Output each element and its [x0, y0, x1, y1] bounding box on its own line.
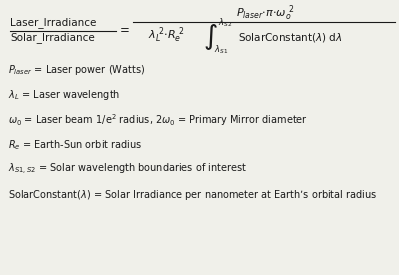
- Text: =: =: [120, 24, 130, 37]
- Text: $P_{laser}{\cdot}\pi{\cdot}\omega_o^{\ 2}$: $P_{laser}{\cdot}\pi{\cdot}\omega_o^{\ 2…: [236, 3, 294, 23]
- Text: Laser_Irradiance: Laser_Irradiance: [10, 18, 97, 28]
- Text: SolarConstant($\lambda$) d$\lambda$: SolarConstant($\lambda$) d$\lambda$: [238, 31, 342, 43]
- Text: $\lambda_{S1,S2}$ = Solar wavelength boundaries of interest: $\lambda_{S1,S2}$ = Solar wavelength bou…: [8, 161, 247, 177]
- Text: $R_e$ = Earth-Sun orbit radius: $R_e$ = Earth-Sun orbit radius: [8, 138, 142, 152]
- Text: $P_{laser}$ = Laser power (Watts): $P_{laser}$ = Laser power (Watts): [8, 63, 145, 77]
- Text: $\lambda_{S2}$: $\lambda_{S2}$: [218, 17, 232, 29]
- Text: $\int$: $\int$: [203, 22, 217, 52]
- Text: $\lambda_L^{\ 2}{\cdot}R_e^{\ 2}$: $\lambda_L^{\ 2}{\cdot}R_e^{\ 2}$: [148, 25, 184, 45]
- Text: SolarConstant($\lambda$) = Solar Irradiance per nanometer at Earth’s orbital rad: SolarConstant($\lambda$) = Solar Irradia…: [8, 188, 377, 202]
- Text: $\lambda_L$ = Laser wavelength: $\lambda_L$ = Laser wavelength: [8, 88, 120, 102]
- Text: $\lambda_{S1}$: $\lambda_{S1}$: [214, 44, 228, 56]
- Text: Solar_Irradiance: Solar_Irradiance: [10, 32, 95, 43]
- Text: $\omega_0$ = Laser beam 1/e$^2$ radius, 2$\omega_0$ = Primary Mirror diameter: $\omega_0$ = Laser beam 1/e$^2$ radius, …: [8, 112, 308, 128]
